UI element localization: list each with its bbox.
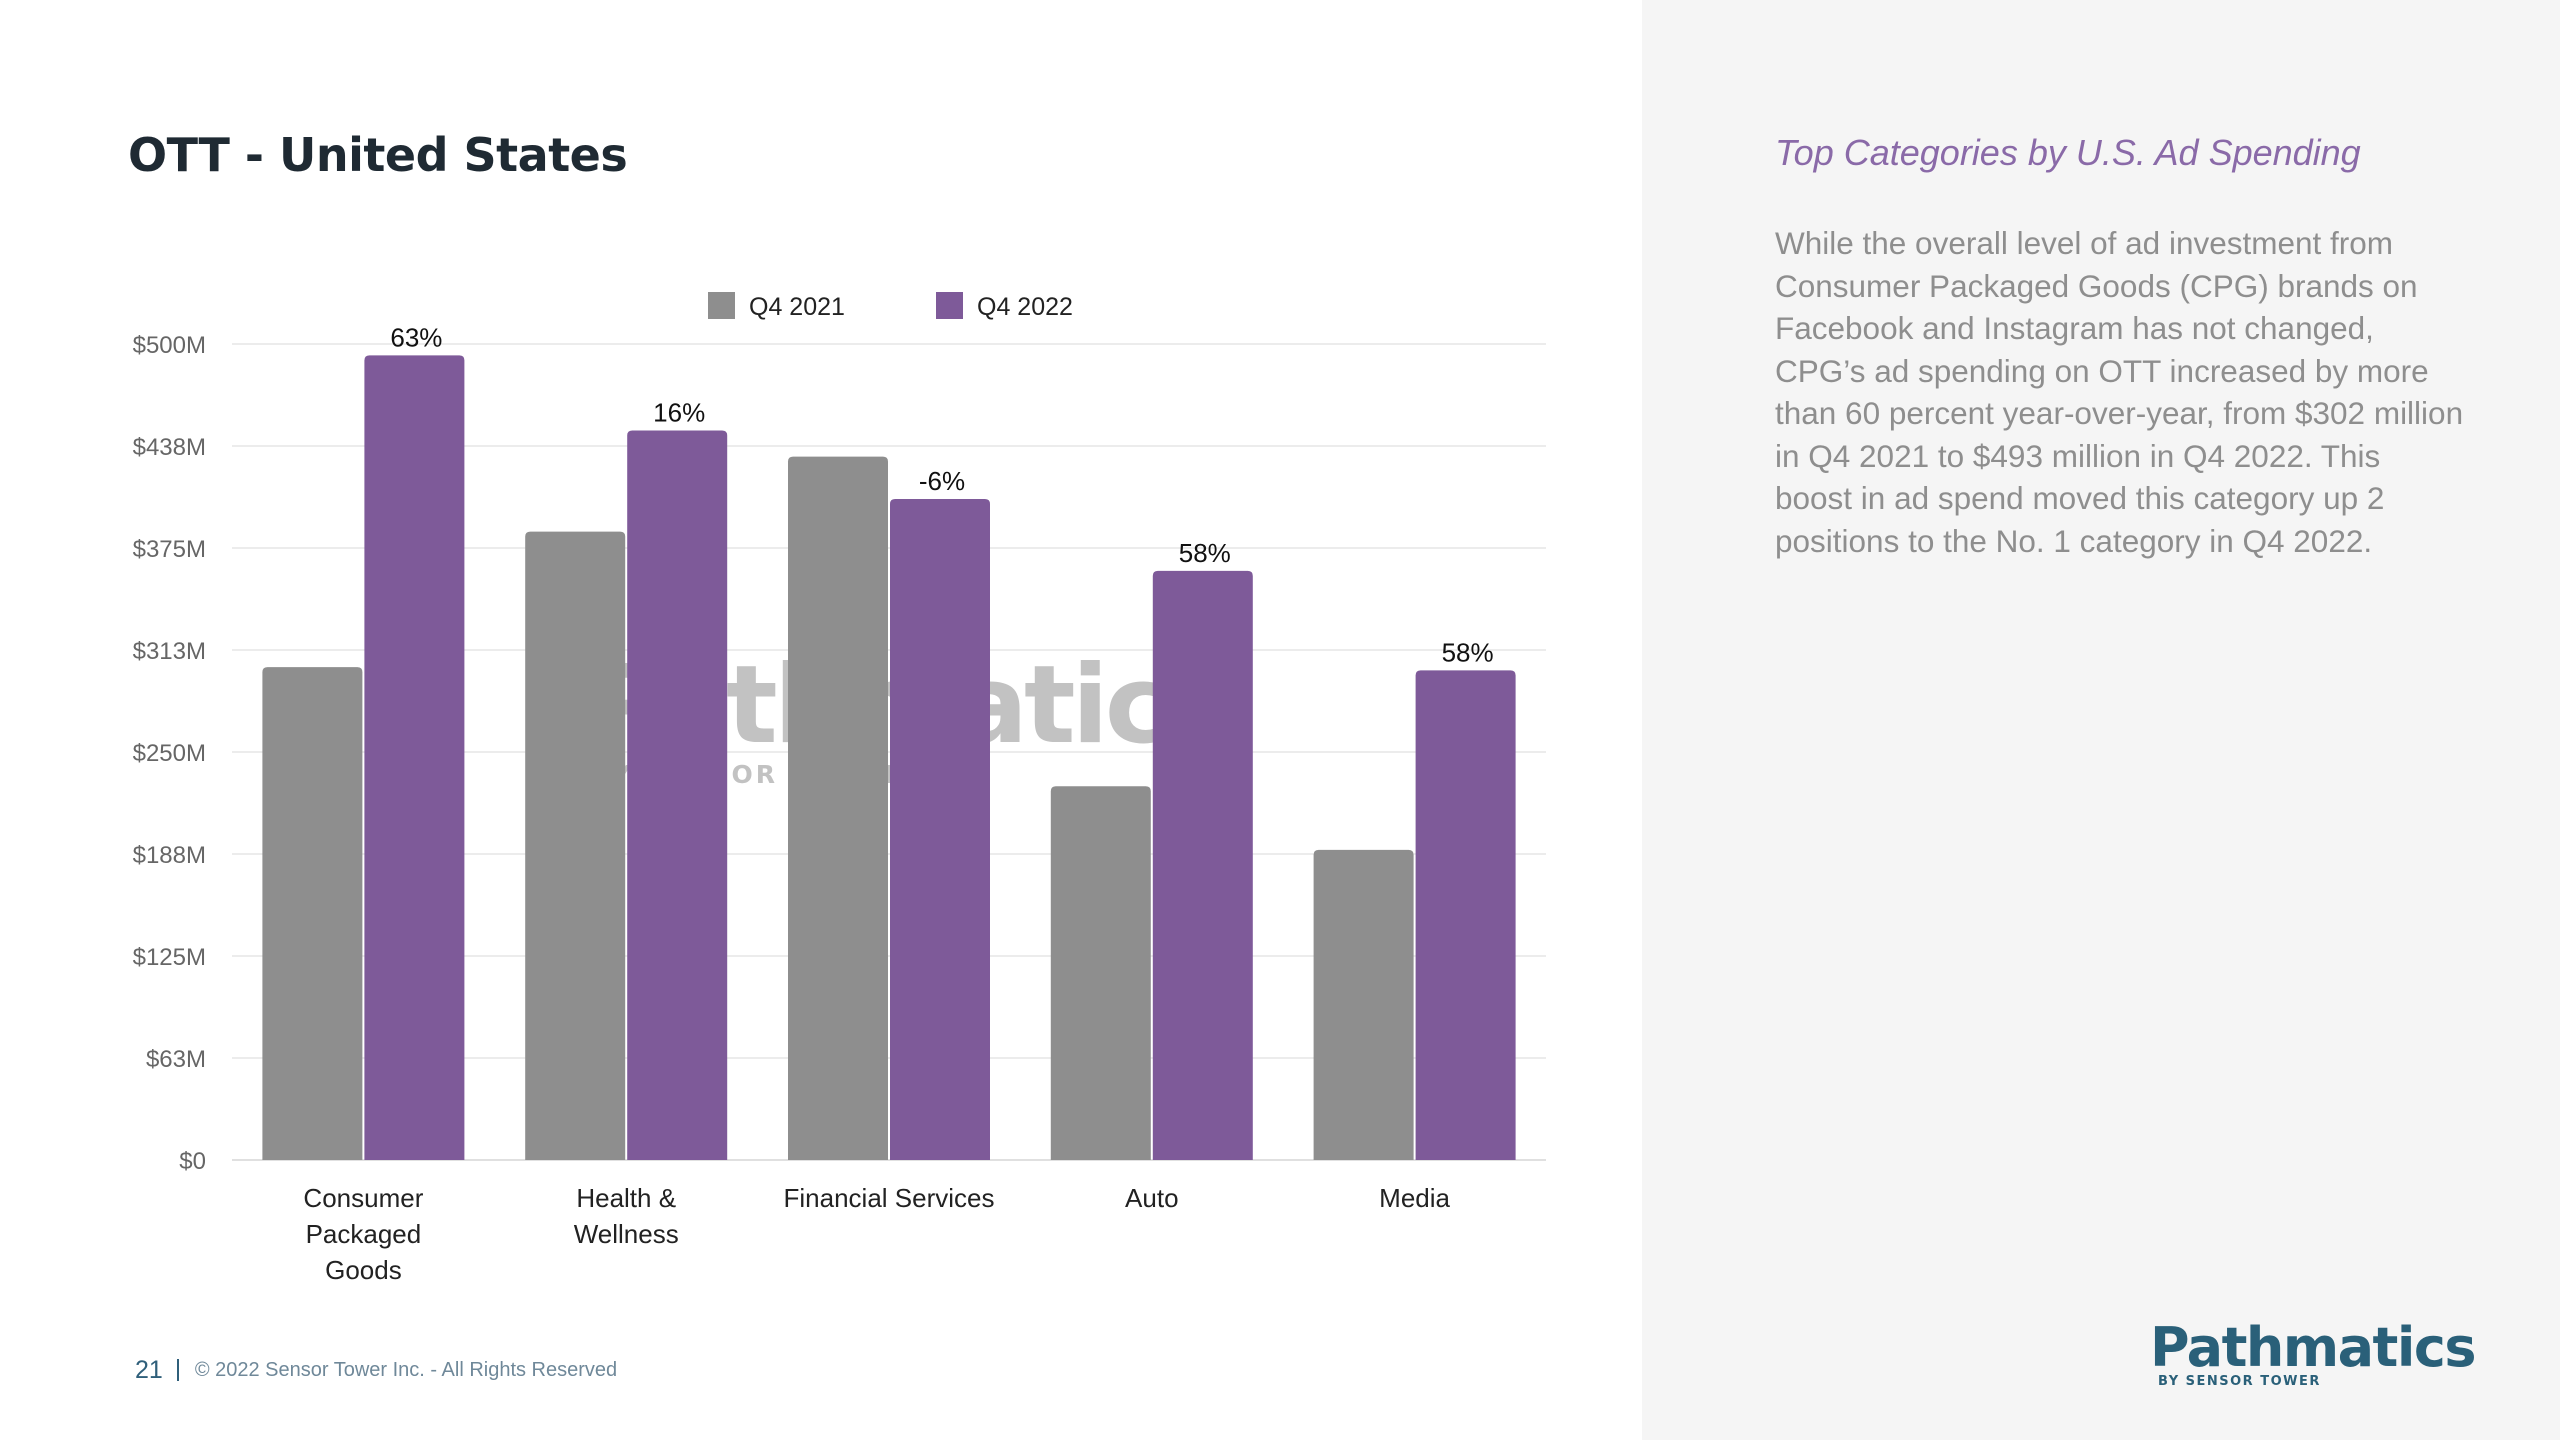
legend-swatch bbox=[936, 292, 963, 319]
bar bbox=[1313, 849, 1414, 1160]
bar bbox=[1050, 786, 1151, 1160]
copyright-text: © 2022 Sensor Tower Inc. - All Rights Re… bbox=[194, 1358, 618, 1381]
bar bbox=[525, 531, 626, 1160]
data-label: -6% bbox=[919, 466, 965, 496]
x-tick-label: Packaged bbox=[306, 1219, 422, 1249]
page-number: 21 bbox=[135, 1355, 163, 1384]
bar bbox=[627, 430, 728, 1161]
y-tick-label: $375M bbox=[133, 536, 206, 563]
footer: 21 © 2022 Sensor Tower Inc. - All Rights… bbox=[135, 1354, 617, 1386]
legend-swatch bbox=[708, 292, 735, 319]
bar bbox=[364, 355, 465, 1160]
legend-label: Q4 2021 bbox=[749, 293, 845, 321]
data-label: 16% bbox=[653, 397, 705, 427]
sidebar-heading: Top Categories by U.S. Ad Spending bbox=[1775, 132, 2361, 173]
bar bbox=[262, 667, 363, 1160]
sidebar-panel bbox=[1642, 0, 2560, 1440]
y-tick-label: $188M bbox=[133, 842, 206, 869]
x-tick-label: Goods bbox=[325, 1255, 402, 1285]
bar bbox=[890, 499, 990, 1160]
bar-chart: $0 $63M $125M $188M $250M $313M $375M $438M $500… bbox=[133, 292, 1546, 1285]
x-tick-label: Consumer bbox=[303, 1183, 423, 1213]
pathmatics-logo: Pathmatics BY SENSOR TOWER bbox=[2150, 1316, 2477, 1390]
x-tick-label: Financial Services bbox=[784, 1183, 995, 1213]
x-tick-label: Auto bbox=[1125, 1183, 1179, 1213]
x-tick-label: Media bbox=[1379, 1183, 1450, 1213]
sidebar-body: While the overall level of ad investment… bbox=[1775, 225, 2464, 559]
bar bbox=[788, 456, 888, 1160]
bar bbox=[1152, 570, 1253, 1160]
bar bbox=[1415, 670, 1516, 1160]
x-tick-label: Wellness bbox=[574, 1219, 679, 1249]
y-tick-label: $438M bbox=[133, 434, 206, 461]
y-tick-label: $125M bbox=[133, 944, 206, 971]
y-tick-label: $0 bbox=[179, 1148, 206, 1175]
y-tick-label: $500M bbox=[133, 332, 206, 359]
x-tick-label: Health & bbox=[576, 1183, 676, 1213]
logo-tagline: BY SENSOR TOWER bbox=[2158, 1374, 2321, 1389]
y-tick-label: $313M bbox=[133, 638, 206, 665]
y-tick-label: $63M bbox=[146, 1046, 206, 1073]
page-title: OTT - United States bbox=[128, 128, 628, 182]
data-label: 58% bbox=[1442, 637, 1494, 667]
logo-wordmark: Pathmatics bbox=[2150, 1316, 2477, 1379]
footer-divider bbox=[176, 1359, 179, 1381]
data-label: 63% bbox=[390, 322, 442, 352]
data-label: 58% bbox=[1179, 538, 1231, 568]
y-tick-label: $250M bbox=[133, 740, 206, 767]
legend-label: Q4 2022 bbox=[977, 293, 1073, 321]
